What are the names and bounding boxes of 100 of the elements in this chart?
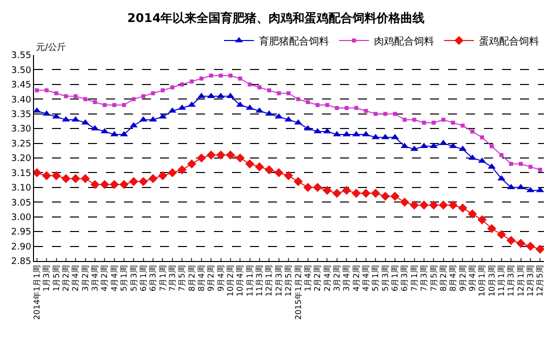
point	[245, 159, 254, 168]
point	[34, 88, 39, 92]
point	[42, 171, 52, 180]
x-tick-label: 12月1周	[516, 265, 526, 296]
x-tick-label: 2月2周	[62, 265, 71, 292]
y-tick-label: 3.30	[11, 124, 32, 135]
point	[158, 113, 167, 119]
y-tick-label: 2.95	[11, 228, 32, 238]
point	[380, 192, 390, 201]
x-tick-label: 12月5周	[284, 265, 294, 296]
x-tick-label: 12月3周	[526, 265, 536, 296]
x-tick-label: 5月3周	[380, 265, 390, 292]
point	[478, 215, 487, 224]
point	[322, 186, 332, 195]
point	[332, 130, 341, 136]
point	[71, 174, 80, 184]
point	[352, 130, 360, 136]
point	[209, 74, 214, 78]
x-tick-label: 5月1周	[120, 265, 129, 292]
point	[226, 150, 235, 160]
point	[432, 120, 436, 125]
point	[487, 224, 496, 234]
point	[306, 100, 310, 104]
point	[187, 159, 196, 168]
point	[441, 118, 446, 122]
point	[274, 168, 284, 178]
point	[372, 134, 380, 140]
y-tick-label: 3.55	[11, 51, 32, 62]
point	[83, 97, 88, 102]
point	[44, 88, 49, 92]
x-tick-label: 9月2周	[458, 265, 468, 292]
x-tick-label: 9月4周	[468, 265, 477, 292]
point	[536, 244, 544, 254]
point	[180, 82, 184, 86]
point	[199, 76, 204, 81]
point	[402, 118, 407, 122]
x-tick-label: 3月4周	[90, 265, 100, 292]
point	[422, 120, 426, 125]
point	[374, 112, 378, 116]
y-tick-label: 3.45	[11, 80, 32, 91]
point	[141, 94, 146, 98]
x-tick-label: 12月3周	[274, 265, 284, 296]
point	[158, 171, 168, 180]
x-tick-label: 8月2周	[438, 265, 448, 292]
point	[119, 180, 129, 190]
point	[206, 150, 216, 160]
point	[122, 103, 126, 108]
point	[528, 164, 532, 169]
y-tick-label: 3.40	[11, 95, 32, 106]
point	[303, 182, 312, 192]
x-tick-label: 3月4周	[342, 265, 352, 292]
point	[284, 171, 294, 180]
point	[196, 153, 206, 163]
point	[52, 171, 61, 180]
point	[274, 113, 283, 119]
point	[92, 100, 97, 104]
point	[438, 200, 448, 210]
x-tick-label: 7月3周	[168, 265, 177, 292]
point	[276, 91, 281, 96]
point	[236, 153, 245, 163]
x-tick-label: 2月4周	[71, 265, 80, 292]
y-tick-label: 3.50	[11, 66, 32, 76]
point	[316, 103, 320, 108]
point	[518, 162, 523, 166]
x-tick-label: 12月5周	[536, 265, 545, 296]
point	[265, 110, 274, 116]
x-tick-label: 10月4周	[236, 265, 245, 296]
x-tick-label: 4月2周	[100, 265, 110, 292]
point	[410, 200, 419, 210]
point	[178, 104, 186, 110]
point	[102, 103, 107, 108]
point	[536, 186, 544, 192]
point	[342, 130, 351, 136]
point	[429, 200, 438, 210]
x-tick-label: 5月3周	[129, 265, 138, 292]
x-tick-label: 11月3周	[255, 265, 264, 296]
point	[458, 203, 468, 213]
point	[448, 200, 458, 210]
point	[110, 130, 118, 136]
point	[148, 174, 158, 184]
point	[218, 74, 223, 78]
x-tick-label: 8月4周	[448, 265, 458, 292]
y-tick-label: 3.10	[11, 184, 32, 194]
point	[112, 103, 116, 108]
x-tick-label: 4月4周	[362, 265, 371, 292]
x-tick-label: 12月1周	[264, 265, 274, 296]
point	[286, 91, 291, 96]
y-tick-label: 3.15	[11, 168, 32, 179]
x-tick-label: 7月5周	[429, 265, 438, 292]
point	[74, 94, 78, 98]
point	[526, 242, 535, 251]
point	[296, 97, 300, 102]
point	[538, 168, 542, 172]
x-tick-label: 11月3周	[506, 265, 516, 296]
legend-label: 育肥猪配合饲料	[259, 35, 329, 48]
point	[61, 174, 70, 184]
point	[178, 165, 187, 174]
point	[412, 118, 416, 122]
point	[334, 106, 339, 110]
x-tick-label: 2015年1月2周	[294, 265, 303, 320]
